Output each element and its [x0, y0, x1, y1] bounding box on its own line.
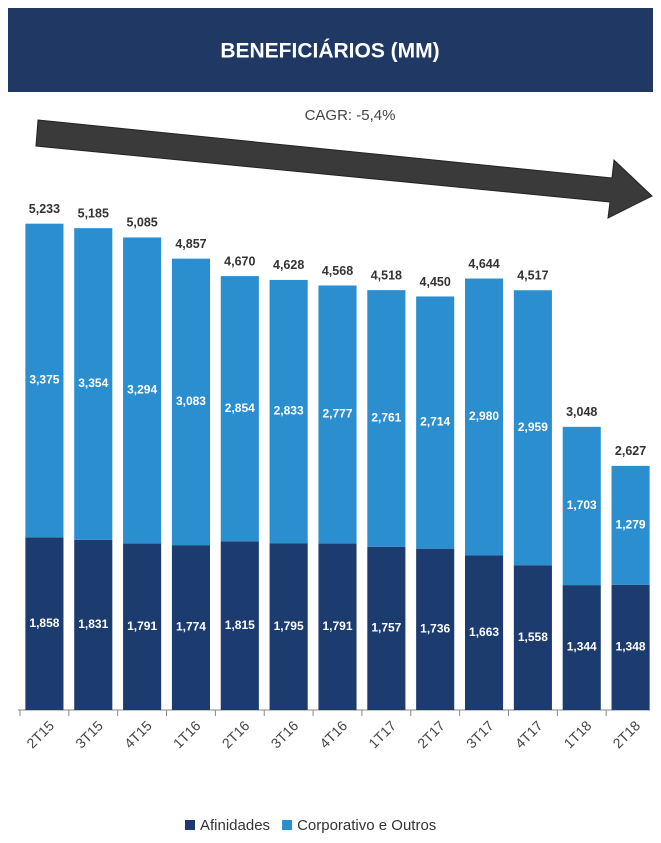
x-tick-label: 3T17	[463, 717, 497, 751]
x-tick-label: 2T18	[609, 717, 643, 751]
title-banner	[8, 8, 653, 92]
x-tick-label: 1T17	[365, 717, 399, 751]
total-label: 4,644	[468, 257, 499, 271]
value-label: 1,858	[29, 616, 59, 630]
value-label: 1,348	[616, 640, 646, 654]
x-tick-label: 2T15	[23, 717, 57, 751]
bar-segment	[25, 537, 64, 710]
value-label: 3,083	[176, 394, 206, 408]
x-tick-label: 2T17	[414, 717, 448, 751]
bar-segment	[220, 276, 259, 542]
annotation: CAGR: -5,4%	[305, 107, 396, 124]
value-label: 1,815	[225, 618, 255, 632]
value-label: 2,980	[469, 409, 499, 423]
total-label: 5,185	[78, 206, 109, 220]
value-label: 1,831	[78, 617, 108, 631]
total-label: 5,233	[29, 202, 60, 216]
value-label: 1,736	[420, 622, 450, 636]
value-label: 1,795	[274, 619, 304, 633]
trend-arrow	[35, 119, 653, 219]
bar-segment	[464, 278, 504, 556]
x-tick-label: 2T16	[219, 717, 253, 751]
value-label: 2,854	[225, 401, 255, 415]
bar-segment	[367, 546, 406, 710]
legend-label: Corporativo e Outros	[297, 817, 436, 834]
bar-segment	[123, 237, 162, 544]
value-label: 2,959	[518, 420, 548, 434]
bar-segment	[318, 543, 357, 710]
x-tick-label: 3T16	[268, 717, 302, 751]
bar-segment	[220, 541, 259, 710]
bar-segment	[611, 465, 650, 585]
total-label: 2,627	[615, 444, 646, 458]
total-label: 4,670	[224, 254, 255, 268]
value-label: 3,354	[78, 376, 108, 390]
bar-segment	[464, 555, 504, 710]
total-label: 4,517	[517, 269, 548, 283]
value-label: 1,703	[567, 498, 597, 512]
bar-segment	[25, 223, 64, 538]
value-label: 1,791	[322, 619, 352, 633]
bar-segment	[269, 543, 308, 710]
bar-segment	[611, 584, 650, 710]
value-label: 1,558	[518, 630, 548, 644]
bar-segment	[123, 543, 162, 710]
legend-label: Afinidades	[200, 817, 270, 834]
bar-segment	[367, 290, 406, 547]
bar-segment	[318, 285, 357, 544]
total-label: 4,518	[371, 268, 402, 282]
bar-segment	[74, 228, 113, 540]
value-label: 3,375	[29, 373, 59, 387]
x-tick-label: 1T16	[170, 717, 204, 751]
total-label: 5,085	[126, 216, 157, 230]
value-label: 2,714	[420, 415, 450, 429]
value-label: 1,791	[127, 619, 157, 633]
total-label: 4,628	[273, 258, 304, 272]
total-label: 3,048	[566, 405, 597, 419]
x-tick-label: 4T16	[316, 717, 350, 751]
value-label: 2,777	[322, 407, 352, 421]
bar-segment	[562, 585, 601, 710]
value-label: 2,761	[371, 411, 401, 425]
total-label: 4,568	[322, 264, 353, 278]
x-tick-label: 3T15	[72, 717, 106, 751]
value-label: 1,774	[176, 620, 206, 634]
x-tick-label: 1T18	[561, 717, 595, 751]
chart-title: BENEFICIÁRIOS (MM)	[220, 40, 439, 63]
value-label: 3,294	[127, 383, 157, 397]
bar-segment	[74, 539, 113, 710]
total-label: 4,450	[420, 275, 451, 289]
value-label: 1,344	[567, 640, 597, 654]
x-tick-label: 4T17	[512, 717, 546, 751]
total-label: 4,857	[175, 237, 206, 251]
value-label: 1,279	[616, 517, 646, 531]
bar-segment	[513, 290, 552, 566]
value-label: 2,833	[274, 404, 304, 418]
bar-segment	[171, 545, 211, 710]
bar-segment	[513, 565, 552, 710]
legend-swatch	[185, 820, 195, 830]
bar-segment	[562, 426, 601, 586]
value-label: 1,663	[469, 625, 499, 639]
bar-segment	[171, 258, 211, 546]
x-tick-label: 4T15	[121, 717, 155, 751]
bar-segment	[269, 279, 308, 544]
value-label: 1,757	[371, 621, 401, 635]
bar-segment	[416, 296, 455, 549]
bar-segment	[416, 548, 455, 710]
legend-swatch	[282, 820, 293, 830]
